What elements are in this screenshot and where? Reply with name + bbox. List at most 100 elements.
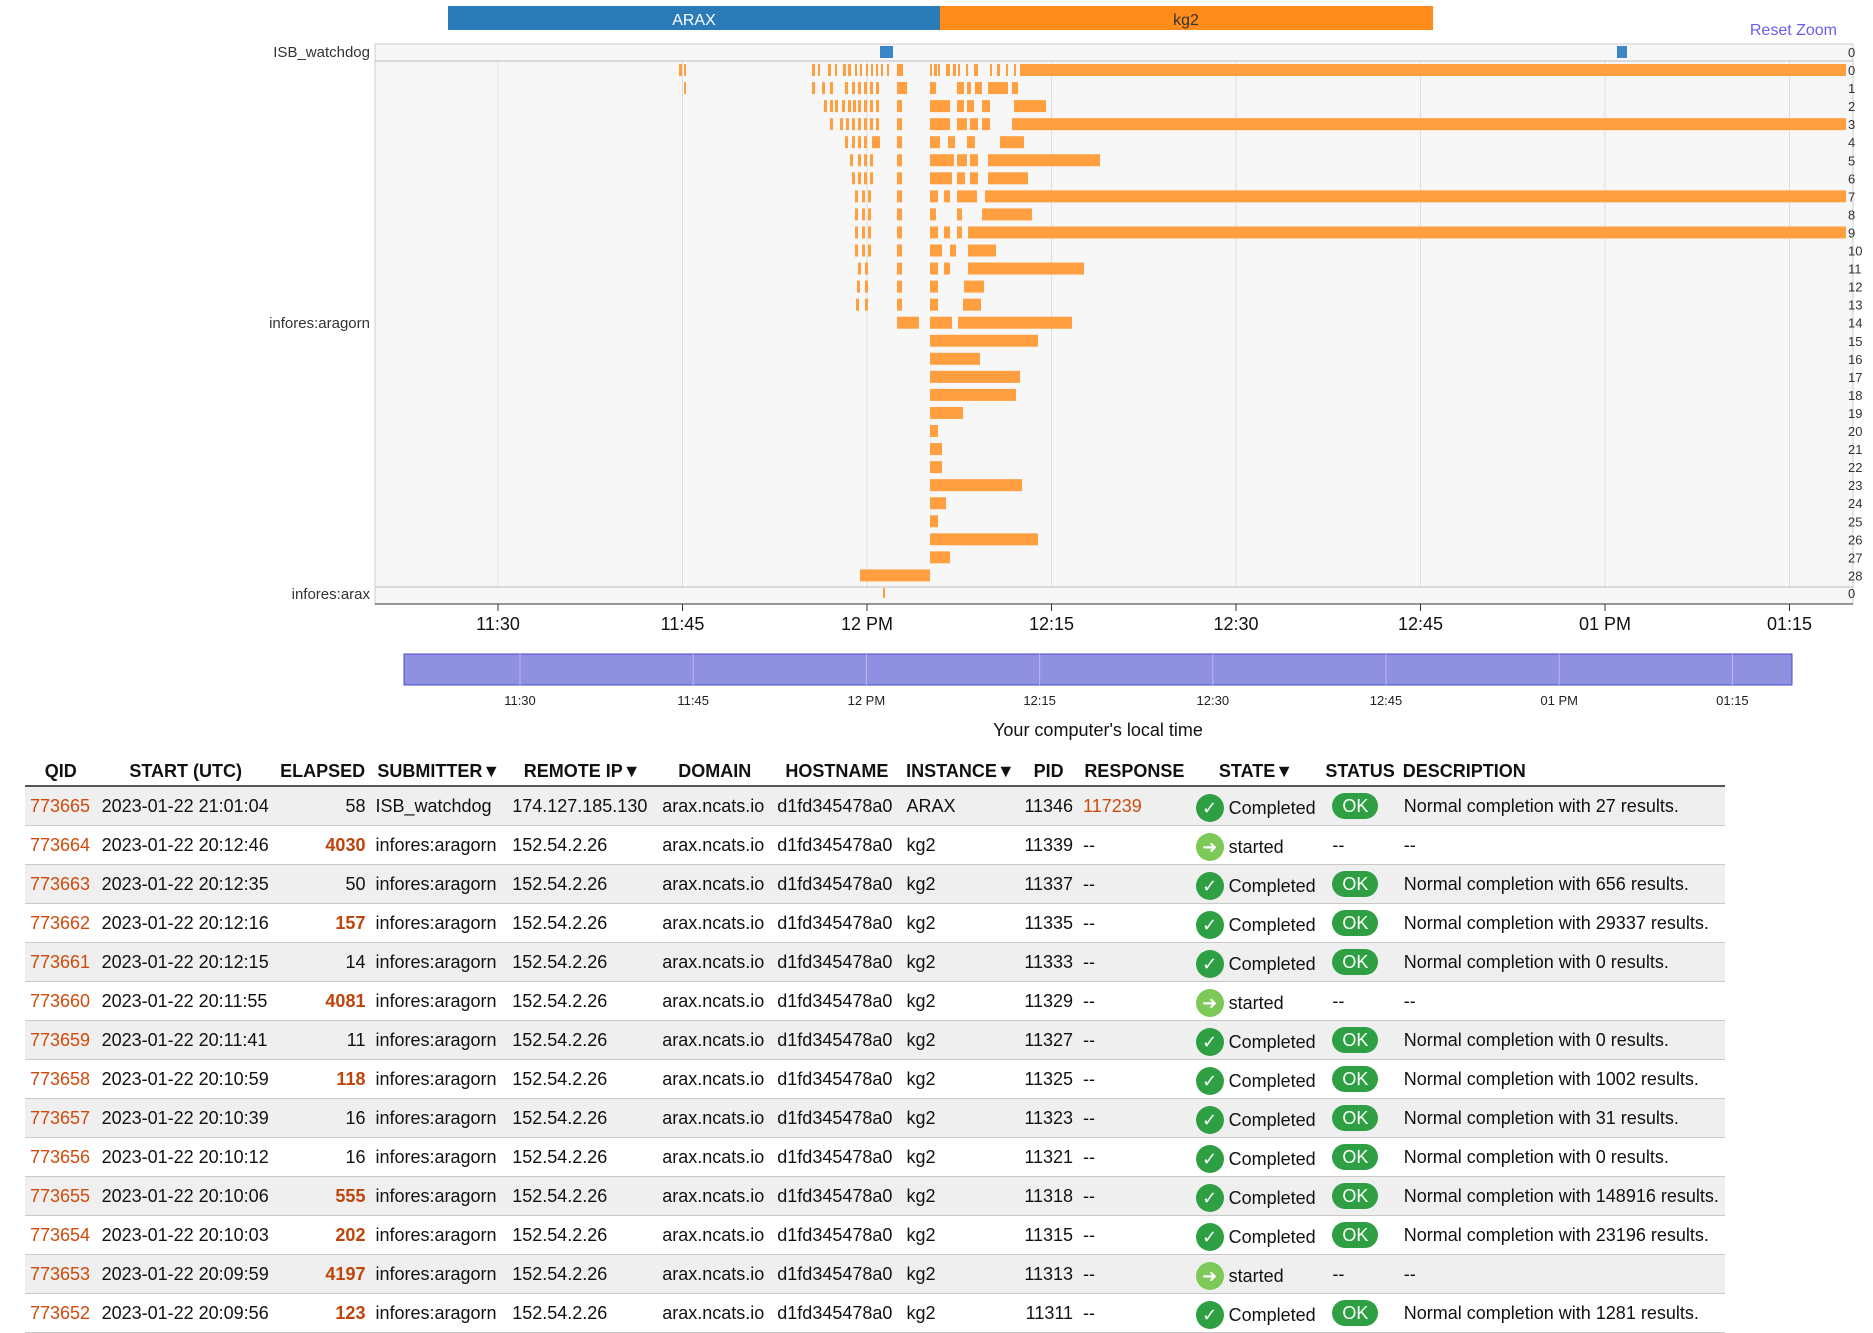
query-bar[interactable] <box>948 136 955 149</box>
query-bar[interactable] <box>950 244 956 257</box>
qid-link[interactable]: 773664 <box>30 834 91 855</box>
query-bar[interactable] <box>862 190 865 203</box>
query-bar[interactable] <box>930 208 936 221</box>
query-bar[interactable] <box>870 118 873 131</box>
qid-link[interactable]: 773661 <box>30 951 91 972</box>
query-bar[interactable] <box>858 154 861 167</box>
query-bar[interactable] <box>822 82 825 95</box>
query-bar[interactable] <box>679 64 682 76</box>
query-bar[interactable] <box>930 515 938 528</box>
query-bar[interactable] <box>930 172 952 185</box>
query-bar[interactable] <box>967 136 975 149</box>
query-bar[interactable] <box>824 100 827 113</box>
query-bar[interactable] <box>864 172 867 185</box>
query-bar[interactable] <box>957 82 964 95</box>
query-bar[interactable] <box>871 64 873 76</box>
qid-link[interactable]: 773660 <box>30 990 91 1011</box>
query-bar[interactable] <box>840 118 843 131</box>
query-bar[interactable] <box>684 64 686 76</box>
query-bar[interactable] <box>930 551 950 564</box>
query-bar[interactable] <box>828 64 831 76</box>
query-bar[interactable] <box>868 226 871 239</box>
query-bar[interactable] <box>988 154 1100 167</box>
query-bar[interactable] <box>876 82 879 95</box>
query-bar[interactable] <box>957 208 962 221</box>
query-bar[interactable] <box>858 82 861 95</box>
qid-link[interactable]: 773652 <box>30 1302 91 1323</box>
query-bar[interactable] <box>930 298 938 311</box>
query-bar[interactable] <box>812 64 815 76</box>
query-bar[interactable] <box>830 82 833 95</box>
query-bar[interactable] <box>930 226 938 239</box>
query-bar[interactable] <box>930 262 938 275</box>
query-bar[interactable] <box>958 64 960 76</box>
query-bar[interactable] <box>930 479 1022 492</box>
query-bar[interactable] <box>865 280 868 293</box>
query-bar[interactable] <box>881 64 883 76</box>
col-instance[interactable]: INSTANCE▼ <box>901 757 1020 787</box>
qid-link[interactable]: 773663 <box>30 873 91 894</box>
query-bar[interactable] <box>897 136 902 149</box>
query-bar[interactable] <box>870 154 873 167</box>
query-bar[interactable] <box>930 244 942 257</box>
query-bar[interactable] <box>963 298 981 311</box>
query-bar[interactable] <box>957 226 962 239</box>
query-bar[interactable] <box>1014 64 1016 76</box>
query-bar[interactable] <box>858 136 861 149</box>
query-bar[interactable] <box>812 82 815 95</box>
query-bar[interactable] <box>1617 46 1627 58</box>
query-bar[interactable] <box>855 64 857 76</box>
query-bar[interactable] <box>860 569 930 582</box>
query-bar[interactable] <box>944 190 950 203</box>
query-bar[interactable] <box>853 100 856 113</box>
query-bar[interactable] <box>957 118 967 131</box>
query-bar[interactable] <box>835 64 837 76</box>
qid-link[interactable]: 773657 <box>30 1107 91 1128</box>
query-bar[interactable] <box>864 118 867 131</box>
query-bar[interactable] <box>930 136 940 149</box>
query-bar[interactable] <box>988 82 1008 95</box>
query-bar[interactable] <box>930 406 963 419</box>
query-bar[interactable] <box>876 118 879 131</box>
query-bar[interactable] <box>944 262 950 275</box>
query-bar[interactable] <box>868 244 871 257</box>
query-bar[interactable] <box>957 172 965 185</box>
query-bar[interactable] <box>830 100 833 113</box>
qid-link[interactable]: 773662 <box>30 912 91 933</box>
query-bar[interactable] <box>988 172 1028 185</box>
query-bar[interactable] <box>855 244 858 257</box>
query-bar[interactable] <box>1012 82 1018 95</box>
query-bar[interactable] <box>957 190 977 203</box>
query-bar[interactable] <box>1014 100 1046 113</box>
query-bar[interactable] <box>865 262 868 275</box>
query-bar[interactable] <box>864 154 867 167</box>
query-bar[interactable] <box>1012 118 1846 131</box>
query-bar[interactable] <box>830 118 833 131</box>
query-bar[interactable] <box>848 100 851 113</box>
query-bar[interactable] <box>880 46 893 58</box>
query-bar[interactable] <box>930 100 950 113</box>
query-bar[interactable] <box>855 226 858 239</box>
query-bar[interactable] <box>846 118 849 131</box>
query-bar[interactable] <box>852 172 855 185</box>
query-bar[interactable] <box>864 136 867 149</box>
query-bar[interactable] <box>930 82 936 95</box>
query-bar[interactable] <box>850 154 853 167</box>
query-bar[interactable] <box>897 100 902 113</box>
query-bar[interactable] <box>990 64 992 76</box>
query-bar[interactable] <box>857 280 860 293</box>
query-bar[interactable] <box>982 118 990 131</box>
query-bar[interactable] <box>855 208 858 221</box>
query-bar[interactable] <box>862 208 865 221</box>
query-bar[interactable] <box>855 190 858 203</box>
query-bar[interactable] <box>870 82 873 95</box>
query-bar[interactable] <box>897 208 902 221</box>
query-bar[interactable] <box>930 370 1020 383</box>
query-bar[interactable] <box>897 262 902 275</box>
query-bar[interactable] <box>930 352 980 365</box>
query-bar[interactable] <box>968 244 996 257</box>
query-bar[interactable] <box>946 64 950 76</box>
col-state[interactable]: STATE▼ <box>1190 757 1322 787</box>
query-bar[interactable] <box>897 154 902 167</box>
query-bar[interactable] <box>930 280 938 293</box>
